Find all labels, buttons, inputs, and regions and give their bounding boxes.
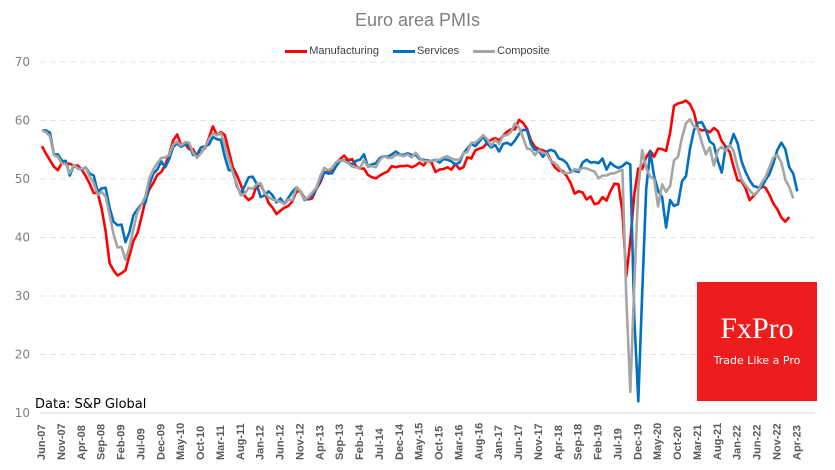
y-tick-label: 60 (15, 114, 30, 128)
x-tick-label: Aug-16 (473, 423, 485, 460)
y-tick-label: 40 (15, 231, 30, 245)
x-tick-label: Feb-09 (116, 425, 128, 460)
x-tick-label: May-15 (414, 423, 426, 460)
x-tick-label: Apr-23 (791, 425, 803, 460)
series-lines (40, 99, 799, 403)
x-tick-label: Aug-11 (235, 423, 247, 460)
x-tick-label: Dec-09 (155, 424, 167, 460)
x-tick-label: Jul-09 (135, 428, 147, 460)
y-axis-ticks: 10 20 30 40 50 60 70 (15, 55, 30, 420)
x-tick-label: Nov-22 (771, 423, 783, 460)
y-tick-label: 70 (15, 55, 30, 69)
x-tick-label: Sep-18 (573, 424, 585, 460)
legend-label-services: Services (416, 45, 460, 57)
x-tick-label: Jan-17 (493, 425, 505, 460)
x-tick-label: Sep-13 (334, 424, 346, 460)
x-tick-label: Apr-08 (76, 425, 88, 460)
x-tick-label: May-20 (652, 423, 664, 460)
x-tick-label: Nov-07 (56, 423, 68, 460)
x-tick-label: Mar-21 (692, 425, 704, 460)
x-tick-label: Oct-15 (434, 426, 446, 460)
x-tick-label: Jun-07 (36, 425, 48, 460)
x-tick-label: Mar-16 (453, 425, 465, 460)
x-tick-label: May-10 (175, 423, 187, 460)
y-tick-label: 30 (15, 289, 30, 303)
x-tick-label: Jun-22 (752, 425, 764, 460)
x-tick-label: Dec-14 (394, 423, 406, 460)
x-tick-label: Jan-22 (732, 425, 744, 460)
x-tick-label: Feb-14 (354, 424, 366, 460)
x-axis-ticks: Jun-07 Nov-07 Apr-08 Sep-08 Feb-09 Jul-09 Dec-… (36, 423, 803, 460)
series-line-composite (41, 118, 795, 394)
legend-label-manufacturing: Manufacturing (309, 45, 379, 57)
legend-swatch-composite (473, 49, 496, 53)
y-tick-label: 10 (15, 406, 30, 420)
x-tick-label: Aug-21 (712, 423, 724, 460)
series-line-manufacturing (40, 99, 791, 278)
x-tick-label: Oct-10 (195, 426, 207, 460)
x-tick-label: Jul-14 (374, 427, 386, 460)
x-tick-label: Mar-11 (215, 425, 227, 460)
source-note: Data: S&P Global (35, 397, 147, 412)
logo-tagline: Trade Like a Pro (713, 354, 801, 367)
legend-label-composite: Composite (497, 45, 550, 57)
x-tick-label: Apr-18 (553, 425, 565, 460)
legend-swatch-manufacturing (285, 49, 308, 53)
x-tick-label: Dec-19 (632, 424, 644, 460)
y-tick-label: 50 (15, 172, 30, 186)
fxpro-logo: FxPro Trade Like a Pro (697, 282, 817, 401)
x-tick-label: Feb-19 (593, 425, 605, 460)
logo-brand: FxPro (720, 312, 794, 345)
legend: Manufacturing Services Composite (0, 45, 835, 57)
legend-item-composite: Composite (473, 45, 550, 57)
x-tick-label: Jun-12 (275, 425, 287, 460)
x-tick-label: Nov-12 (294, 423, 306, 460)
x-tick-label: Apr-13 (314, 425, 326, 460)
x-tick-label: Sep-08 (96, 424, 108, 460)
legend-item-services: Services (392, 45, 460, 57)
chart-title: Euro area PMIs (354, 10, 481, 30)
x-tick-label: Jun-17 (513, 425, 525, 460)
x-tick-label: Oct-20 (672, 426, 684, 460)
gridlines (40, 61, 815, 414)
legend-item-manufacturing: Manufacturing (285, 45, 379, 57)
x-tick-label: Nov-17 (533, 423, 545, 460)
x-tick-label: Jan-12 (255, 425, 267, 460)
legend-swatch-services (392, 49, 415, 53)
y-tick-label: 20 (15, 348, 30, 362)
x-tick-label: Jul-19 (612, 428, 624, 460)
